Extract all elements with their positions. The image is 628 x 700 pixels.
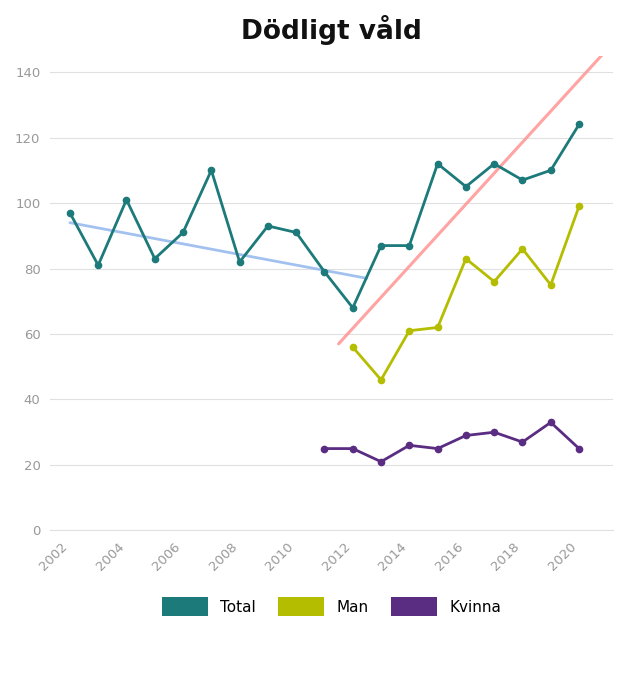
Legend: Total, Man, Kvinna: Total, Man, Kvinna [156, 591, 507, 622]
Title: Dödligt våld: Dödligt våld [241, 15, 422, 45]
